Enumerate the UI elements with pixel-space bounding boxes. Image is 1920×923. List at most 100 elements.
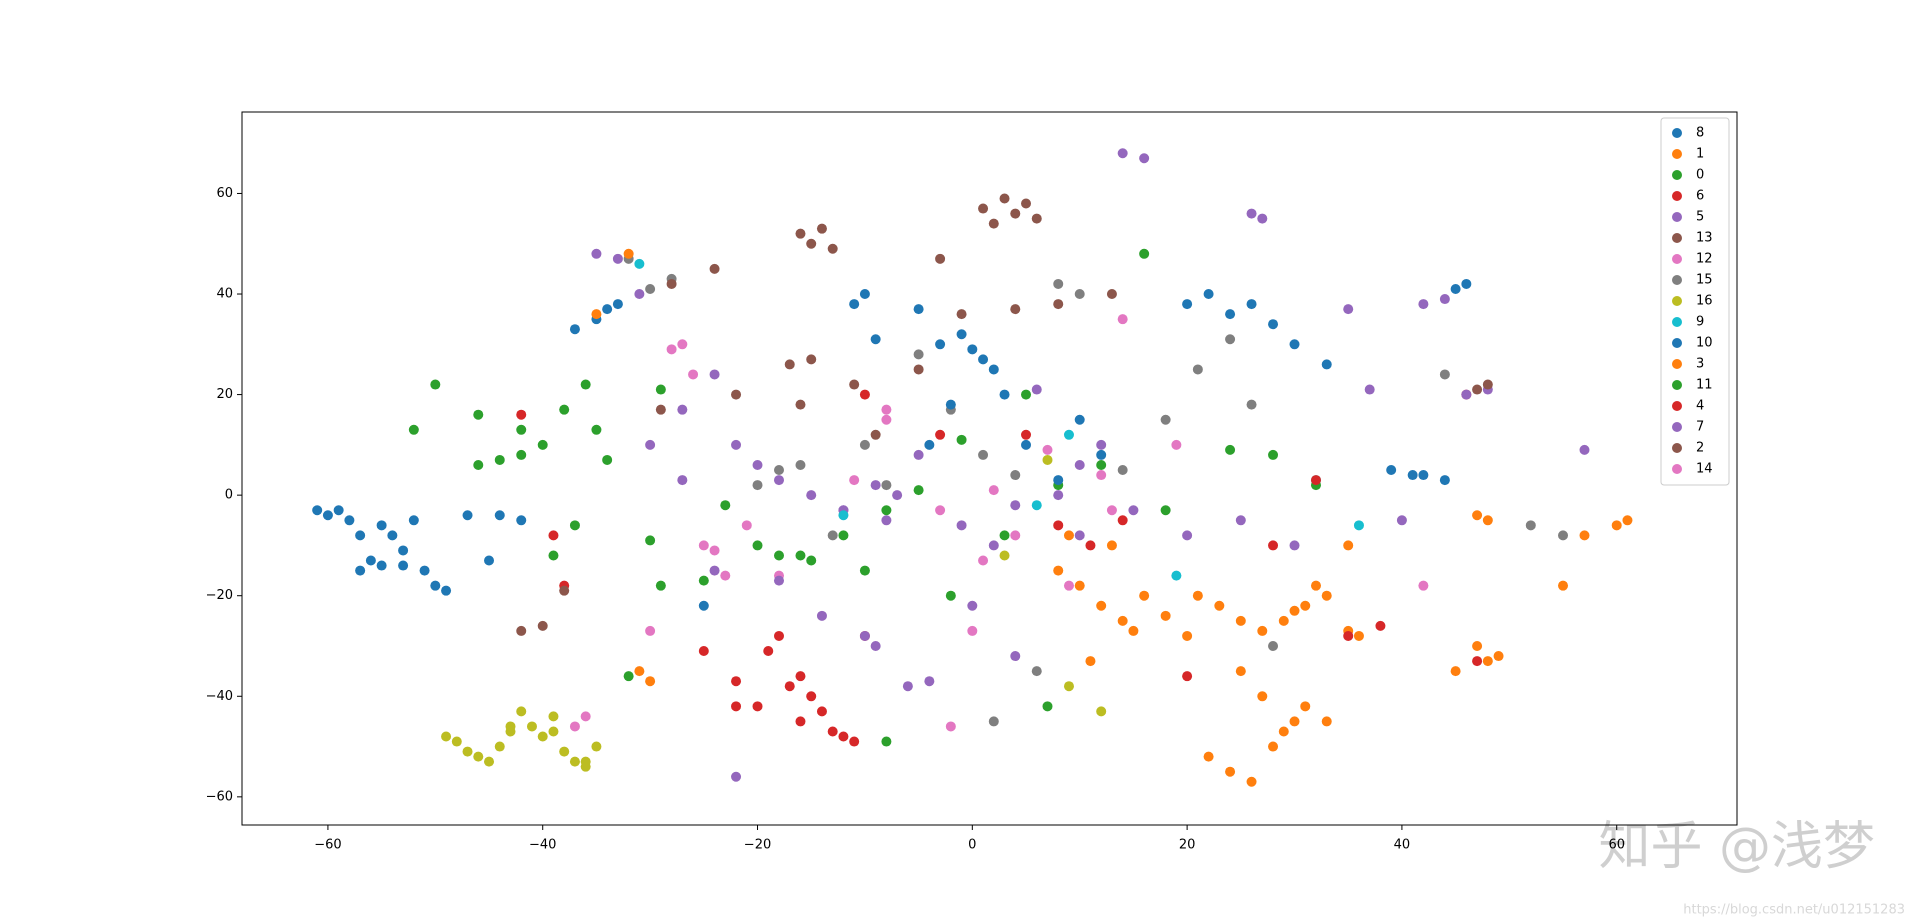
point xyxy=(1235,666,1246,677)
point xyxy=(1192,590,1203,601)
point xyxy=(612,253,623,264)
point xyxy=(956,309,967,320)
x-tick-label: 0 xyxy=(968,838,976,853)
point xyxy=(698,646,709,657)
point xyxy=(1042,701,1053,712)
point xyxy=(1472,510,1483,521)
point xyxy=(795,716,806,727)
point xyxy=(1096,706,1107,717)
point xyxy=(709,565,720,576)
point xyxy=(655,580,666,591)
point xyxy=(516,625,527,636)
point xyxy=(1106,505,1117,516)
y-tick-label: 0 xyxy=(225,488,233,503)
point xyxy=(816,706,827,717)
point xyxy=(913,364,924,375)
point xyxy=(870,334,881,345)
point xyxy=(559,585,570,596)
watermark: 知乎 @浅梦 xyxy=(1598,817,1875,877)
point xyxy=(1074,530,1085,541)
point xyxy=(1396,515,1407,526)
point xyxy=(1321,590,1332,601)
y-tick-label: 60 xyxy=(216,186,233,201)
point xyxy=(892,490,903,501)
legend-label: 16 xyxy=(1696,294,1713,309)
point xyxy=(1160,505,1171,516)
point xyxy=(1235,515,1246,526)
point xyxy=(548,530,559,541)
point xyxy=(881,404,892,415)
point xyxy=(988,218,999,229)
point xyxy=(935,429,946,440)
point xyxy=(1472,384,1483,395)
legend-marker xyxy=(1672,359,1682,369)
point xyxy=(1439,294,1450,305)
point xyxy=(408,515,419,526)
point xyxy=(548,550,559,561)
point xyxy=(999,193,1010,204)
point xyxy=(430,379,441,390)
point xyxy=(795,399,806,410)
point xyxy=(806,354,817,365)
point xyxy=(580,756,591,767)
point xyxy=(484,756,495,767)
point xyxy=(645,625,656,636)
point xyxy=(1343,304,1354,315)
point xyxy=(634,289,645,300)
point xyxy=(870,480,881,491)
x-tick-label: 20 xyxy=(1179,838,1196,853)
point xyxy=(720,500,731,511)
point xyxy=(537,731,548,742)
point xyxy=(956,329,967,340)
point xyxy=(677,404,688,415)
point xyxy=(1418,470,1429,481)
point xyxy=(1375,620,1386,631)
point xyxy=(1074,580,1085,591)
point xyxy=(591,248,602,259)
point xyxy=(1579,444,1590,455)
point xyxy=(559,404,570,415)
point xyxy=(1010,304,1021,315)
point xyxy=(1096,449,1107,460)
point xyxy=(1021,439,1032,450)
point xyxy=(365,555,376,566)
point xyxy=(698,540,709,551)
point xyxy=(1010,208,1021,219)
point xyxy=(752,480,763,491)
point xyxy=(1289,716,1300,727)
point xyxy=(516,515,527,526)
point xyxy=(645,535,656,546)
point xyxy=(978,354,989,365)
point xyxy=(1063,429,1074,440)
point xyxy=(623,248,634,259)
point xyxy=(773,465,784,476)
point xyxy=(1611,520,1622,531)
point xyxy=(548,726,559,737)
point xyxy=(1300,600,1311,611)
point xyxy=(709,369,720,380)
point xyxy=(1182,671,1193,682)
point xyxy=(763,646,774,657)
point xyxy=(784,681,795,692)
point xyxy=(859,289,870,300)
point xyxy=(1225,309,1236,320)
point xyxy=(1300,701,1311,712)
point xyxy=(398,545,409,556)
point xyxy=(752,459,763,470)
point xyxy=(1579,530,1590,541)
point xyxy=(398,560,409,571)
point xyxy=(773,630,784,641)
point xyxy=(967,344,978,355)
point xyxy=(473,459,484,470)
point xyxy=(1182,630,1193,641)
legend-marker xyxy=(1672,170,1682,180)
point xyxy=(1257,625,1268,636)
point xyxy=(859,630,870,641)
point xyxy=(945,721,956,732)
point xyxy=(1085,656,1096,667)
point xyxy=(1042,444,1053,455)
point xyxy=(569,324,580,335)
point xyxy=(376,560,387,571)
point xyxy=(1343,540,1354,551)
